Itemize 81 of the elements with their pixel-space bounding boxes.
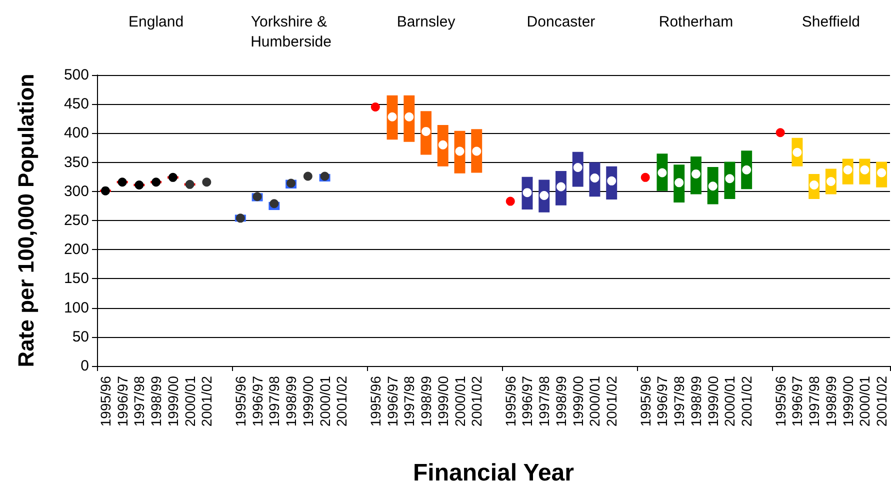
x-tick-label: 1995/96 <box>502 376 518 427</box>
y-tick-label: 400 <box>64 124 89 142</box>
point <box>776 128 785 138</box>
x-axis-title: Financial Year <box>413 460 574 486</box>
x-tick-label: 1997/98 <box>131 376 148 427</box>
x-tick-label: 1996/97 <box>114 376 130 427</box>
point <box>118 178 127 187</box>
x-tick-label: 2001/02 <box>874 376 890 427</box>
point <box>422 126 431 136</box>
y-tick-label: 250 <box>64 212 89 229</box>
y-tick-label: 150 <box>64 270 89 288</box>
x-tick-label: 1996/97 <box>384 376 400 427</box>
point <box>640 172 650 182</box>
y-tick-label: 100 <box>64 299 89 316</box>
y-tick-label: 0 <box>80 358 89 374</box>
x-tick-label: 2001/02 <box>468 376 485 427</box>
x-tick-label: 2000/01 <box>722 376 738 427</box>
x-tick-label: 1995/96 <box>367 376 384 427</box>
x-tick-label: 1997/98 <box>671 376 688 427</box>
x-tick-label: 2001/02 <box>334 376 350 427</box>
text: Rotherham <box>658 14 734 30</box>
x-tick-label: 1995/96 <box>772 376 788 427</box>
x-tick-label: 1998/99 <box>822 376 839 427</box>
x-tick-label: 1997/98 <box>266 376 282 427</box>
x-tick-label: 1998/99 <box>552 376 569 427</box>
x-tick-label: 2000/01 <box>586 376 603 427</box>
x-tick-label: 1998/99 <box>148 376 164 427</box>
text: Doncaster <box>526 14 596 30</box>
y-tick-label: 200 <box>64 241 89 258</box>
point <box>438 140 448 150</box>
y-axis-title: Rate per 100,000 Population <box>14 74 38 368</box>
x-tick-label: 1997/98 <box>401 376 418 427</box>
x-tick-label: 1996/97 <box>654 376 670 427</box>
y-tick-label: 50 <box>72 328 89 346</box>
x-tick-label: 1997/98 <box>536 376 552 427</box>
x-tick-label: 1998/99 <box>418 376 434 427</box>
point <box>168 172 178 182</box>
y-tick-label: 500 <box>64 66 89 84</box>
point <box>270 199 279 208</box>
point <box>152 178 161 187</box>
x-tick-label: 1999/00 <box>570 376 586 427</box>
point <box>370 102 380 112</box>
point <box>455 146 464 156</box>
point <box>472 146 482 156</box>
x-tick-label: 1996/97 <box>249 376 266 427</box>
point <box>202 178 212 187</box>
y-tick-label: 300 <box>64 182 89 200</box>
text: England <box>128 14 184 30</box>
x-tick-label: 1996/97 <box>789 376 806 427</box>
x-tick-label: 1996/97 <box>519 376 536 427</box>
x-tick-label: 1999/00 <box>704 376 721 427</box>
point <box>134 180 144 190</box>
x-tick-label: 1995/96 <box>232 376 248 427</box>
x-tick-label: 2000/01 <box>316 376 333 427</box>
x-tick-label: 2000/01 <box>182 376 198 427</box>
point <box>303 172 312 181</box>
text: Sheffield <box>802 14 860 30</box>
x-tick-label: 1995/96 <box>97 376 114 427</box>
x-tick-label: 1999/00 <box>164 376 181 427</box>
x-tick-label: 2001/02 <box>738 376 755 427</box>
point <box>388 112 397 122</box>
x-tick-label: 1995/96 <box>637 376 654 427</box>
x-tick-label: 1998/99 <box>283 376 300 427</box>
text: Barnsley <box>396 14 456 30</box>
point <box>742 165 752 174</box>
point <box>185 180 194 189</box>
x-tick-label: 2001/02 <box>198 376 215 427</box>
x-tick-label: 1997/98 <box>806 376 822 427</box>
y-tick-label: 450 <box>64 96 89 113</box>
point <box>404 112 414 122</box>
point <box>100 186 110 196</box>
y-tick-label: 350 <box>64 154 89 171</box>
x-tick-label: 1999/00 <box>300 376 316 427</box>
point <box>506 196 515 206</box>
x-tick-label: 2000/01 <box>856 376 873 427</box>
x-tick-label: 1999/00 <box>434 376 451 427</box>
x-tick-label: 2001/02 <box>604 376 620 427</box>
text: Yorkshire & Humberside <box>250 14 332 50</box>
x-tick-label: 1999/00 <box>840 376 856 427</box>
x-tick-label: 1998/99 <box>688 376 704 427</box>
x-tick-label: 2000/01 <box>452 376 468 427</box>
